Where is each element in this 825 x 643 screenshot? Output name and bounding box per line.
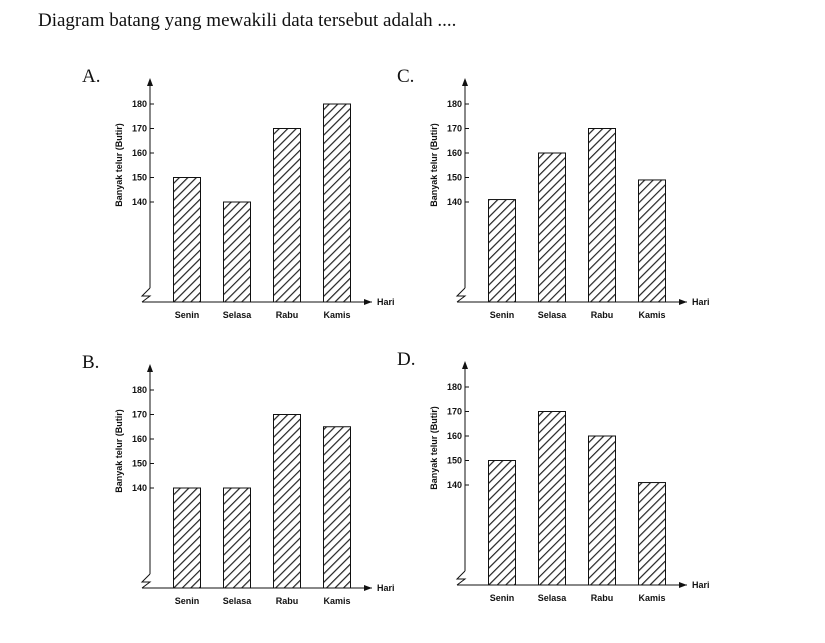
option-label: B. <box>82 352 99 373</box>
question-text: Diagram batang yang mewakili data terseb… <box>38 10 457 31</box>
y-tick-label-150: 150 <box>132 459 147 469</box>
bar-selasa <box>223 201 251 303</box>
y-axis-title: Banyak telur (Butir) <box>114 123 124 207</box>
bar-kamis <box>638 482 666 586</box>
category-label-rabu: Rabu <box>276 596 299 606</box>
bar-rabu <box>588 128 616 303</box>
category-label-kamis: Kamis <box>638 593 665 603</box>
y-axis-arrow <box>462 361 468 369</box>
y-tick-label-170: 170 <box>132 124 147 134</box>
axis-break <box>140 287 152 303</box>
y-tick-label-150: 150 <box>132 173 147 183</box>
axis-break <box>140 573 152 589</box>
category-label-selasa: Selasa <box>538 593 568 603</box>
bar-kamis <box>323 426 351 589</box>
y-tick-label-150: 150 <box>447 456 462 466</box>
chart-option-b: B. Hari Banyak telur (Butir) 140 150 160 170 18… <box>82 352 395 606</box>
y-tick-label-160: 160 <box>447 431 462 441</box>
x-axis-arrow <box>364 585 372 591</box>
x-axis-title: Hari <box>692 297 710 307</box>
y-axis-arrow <box>147 364 153 372</box>
y-axis-title: Banyak telur (Butir) <box>429 123 439 207</box>
y-tick-label-140: 140 <box>447 197 462 207</box>
y-axis-title: Banyak telur (Butir) <box>114 409 124 493</box>
bar-rabu <box>273 128 301 303</box>
y-tick-label-170: 170 <box>447 407 462 417</box>
category-label-rabu: Rabu <box>591 310 614 320</box>
bar-selasa <box>538 152 566 303</box>
x-axis-title: Hari <box>377 297 395 307</box>
x-axis-arrow <box>679 582 687 588</box>
option-label: A. <box>82 66 100 87</box>
y-tick-label-160: 160 <box>132 434 147 444</box>
y-tick-label-150: 150 <box>447 173 462 183</box>
category-label-selasa: Selasa <box>223 310 253 320</box>
chart-option-d: D. Hari Banyak telur (Butir) 140 150 160 170 18… <box>397 349 710 603</box>
bar-senin <box>173 177 201 303</box>
y-tick-label-170: 170 <box>447 124 462 134</box>
y-tick-label-160: 160 <box>132 148 147 158</box>
y-tick-label-180: 180 <box>447 382 462 392</box>
category-label-kamis: Kamis <box>323 310 350 320</box>
category-label-kamis: Kamis <box>323 596 350 606</box>
x-axis-arrow <box>364 299 372 305</box>
category-label-senin: Senin <box>490 310 515 320</box>
y-axis-arrow <box>462 78 468 86</box>
x-axis-title: Hari <box>692 580 710 590</box>
y-tick-label-170: 170 <box>132 410 147 420</box>
y-tick-label-160: 160 <box>447 148 462 158</box>
option-label: D. <box>397 349 415 370</box>
bar-kamis <box>638 179 666 303</box>
axis-break <box>455 570 467 586</box>
category-label-senin: Senin <box>175 596 200 606</box>
option-label: C. <box>397 66 414 87</box>
bar-rabu <box>273 414 301 589</box>
x-axis-arrow <box>679 299 687 305</box>
bar-senin <box>173 487 201 589</box>
category-label-rabu: Rabu <box>276 310 299 320</box>
y-tick-label-180: 180 <box>132 99 147 109</box>
bar-selasa <box>223 487 251 589</box>
chart-option-c: C. Hari Banyak telur (Butir) 140 150 160 170 18… <box>397 66 710 320</box>
bar-selasa <box>538 411 566 586</box>
y-tick-label-140: 140 <box>132 197 147 207</box>
y-tick-label-140: 140 <box>447 480 462 490</box>
y-tick-label-140: 140 <box>132 483 147 493</box>
axis-break <box>455 287 467 303</box>
y-axis-title: Banyak telur (Butir) <box>429 406 439 490</box>
bar-kamis <box>323 103 351 303</box>
bar-senin <box>488 460 516 586</box>
category-label-selasa: Selasa <box>538 310 568 320</box>
category-label-rabu: Rabu <box>591 593 614 603</box>
category-label-senin: Senin <box>490 593 515 603</box>
y-tick-label-180: 180 <box>132 385 147 395</box>
y-tick-label-180: 180 <box>447 99 462 109</box>
x-axis-title: Hari <box>377 583 395 593</box>
y-axis-arrow <box>147 78 153 86</box>
chart-option-a: A. Hari Banyak telur (Butir) 140 150 160 170 18… <box>82 66 395 320</box>
bar-rabu <box>588 435 616 586</box>
category-label-selasa: Selasa <box>223 596 253 606</box>
bar-senin <box>488 199 516 303</box>
category-label-kamis: Kamis <box>638 310 665 320</box>
category-label-senin: Senin <box>175 310 200 320</box>
